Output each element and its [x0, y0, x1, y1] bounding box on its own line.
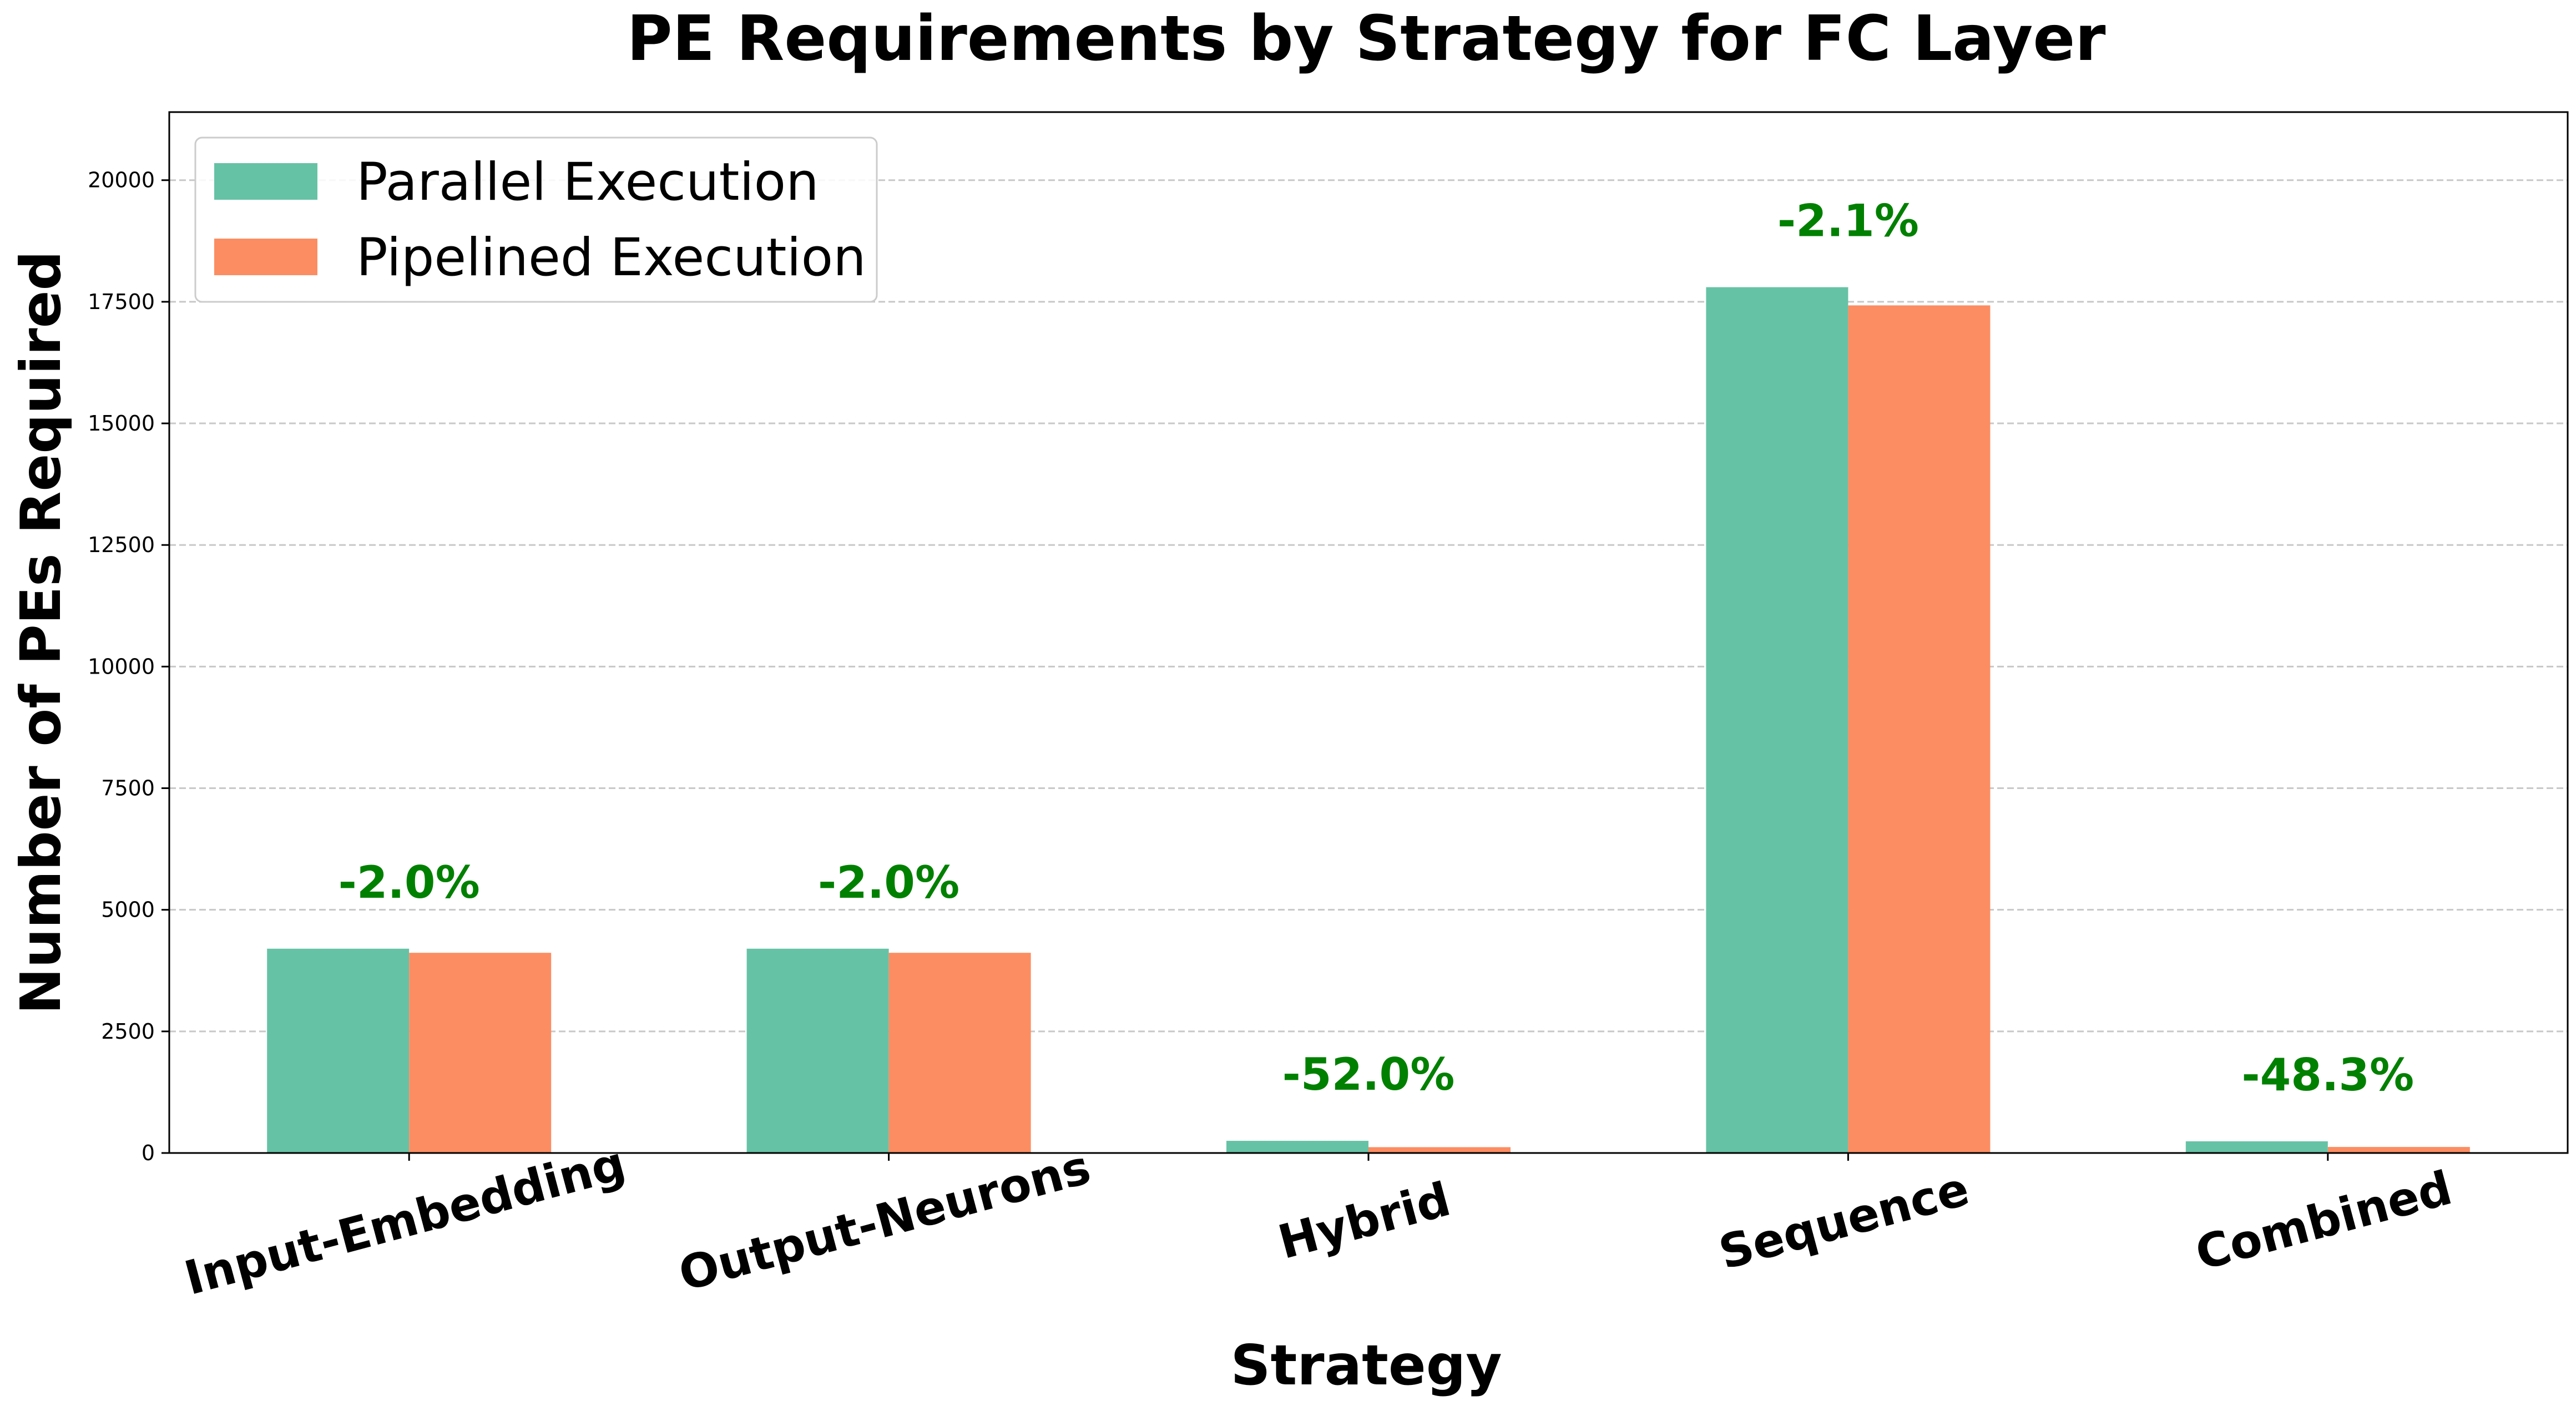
- bar-parallel: [1706, 287, 1848, 1153]
- y-tick-label: 7500: [101, 776, 155, 801]
- legend: Parallel Execution Pipelined Execution: [194, 136, 878, 303]
- bars: [267, 287, 2470, 1153]
- bar-parallel: [2185, 1141, 2328, 1153]
- bar-parallel: [267, 948, 410, 1153]
- bar-annotation: -2.0%: [339, 857, 480, 908]
- y-tick-label: 0: [142, 1141, 155, 1165]
- legend-label: Pipelined Execution: [356, 227, 866, 288]
- bar-parallel: [746, 948, 889, 1153]
- chart-title: PE Requirements by Strategy for FC Layer: [627, 3, 2105, 75]
- legend-box: [194, 136, 878, 303]
- y-tick-label: 12500: [88, 533, 155, 557]
- bar-annotations: -2.0% -2.0% -52.0% -2.1% -48.3%: [339, 195, 2415, 1101]
- bar-annotation: -2.1%: [1777, 195, 1919, 247]
- y-tick-label: 5000: [101, 898, 155, 922]
- y-tick-label: 2500: [101, 1019, 155, 1044]
- bar-annotation: -48.3%: [2241, 1049, 2414, 1101]
- bar-parallel: [1226, 1141, 1368, 1153]
- legend-label: Parallel Execution: [356, 152, 819, 213]
- y-tick-label: 10000: [88, 654, 155, 679]
- legend-swatch: [214, 239, 317, 275]
- bar-pipelined: [2327, 1147, 2470, 1153]
- bar-pipelined: [409, 953, 552, 1153]
- bar-pipelined: [1368, 1147, 1511, 1153]
- bar-annotation: -52.0%: [1282, 1049, 1455, 1100]
- y-axis: 0 2500 5000 7500 10000 12500 15000 17500 20000: [88, 168, 169, 1165]
- bar-pipelined: [1848, 305, 1991, 1153]
- y-axis-label: Number of PEs Required: [8, 251, 73, 1014]
- y-tick-label: 17500: [88, 290, 155, 314]
- bar-annotation: -2.0%: [818, 857, 959, 908]
- y-tick-label: 20000: [88, 168, 155, 193]
- x-axis-label: Strategy: [1230, 1333, 1502, 1398]
- legend-swatch: [214, 163, 317, 200]
- y-tick-label: 15000: [88, 411, 155, 436]
- bar-pipelined: [888, 953, 1031, 1153]
